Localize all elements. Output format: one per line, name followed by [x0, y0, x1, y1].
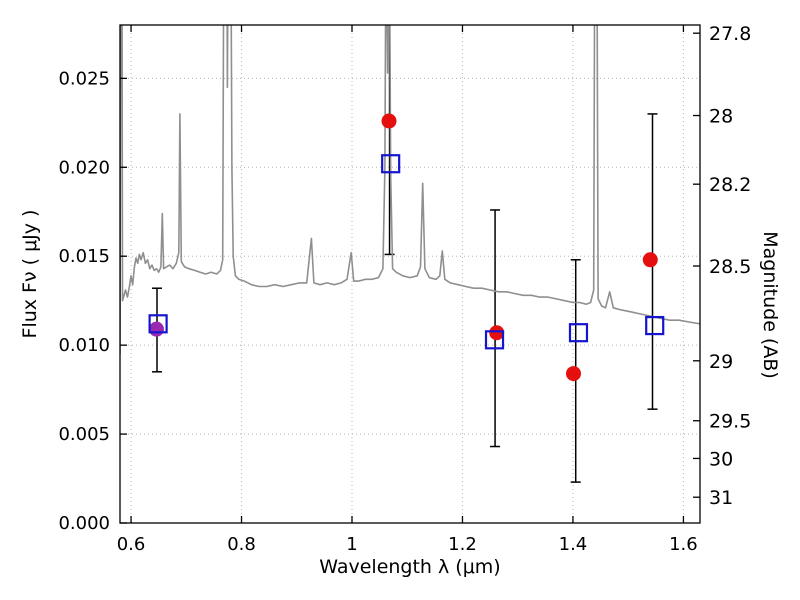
y-right-tick-label: 28.5	[709, 256, 751, 278]
y-left-tick-label: 0.000	[58, 513, 110, 534]
tick-labels: 0.6 0.8 1 1.2 1.4 1.6 0.000 0.005 0.010 0.015 0.02…	[58, 23, 751, 555]
x-tick-label: 1.6	[669, 534, 698, 555]
x-tick-label: 0.8	[227, 534, 256, 555]
y-left-tick-label: 0.020	[58, 157, 110, 178]
y-right-tick-label: 27.8	[709, 23, 751, 45]
model-spectrum-line	[120, 25, 700, 355]
x-tick-label: 0.6	[117, 534, 146, 555]
y-left-tick-label: 0.010	[58, 335, 110, 356]
purple-photometry-point	[148, 321, 164, 337]
y-axis-label-left: Flux Fν ( μJy )	[19, 209, 41, 339]
x-tick-label: 1.4	[559, 534, 588, 555]
x-tick-label: 1	[346, 534, 357, 555]
x-tick-label: 1.2	[448, 534, 477, 555]
red-photometry-points	[381, 113, 658, 382]
y-axis-label-right: Magnitude (AB)	[759, 231, 781, 379]
y-left-tick-label: 0.015	[58, 246, 110, 267]
y-left-tick-label: 0.025	[58, 68, 110, 89]
y-right-tick-label: 31	[709, 487, 733, 509]
y-left-tick-label: 0.005	[58, 424, 110, 445]
blue-square-photometry-points	[148, 154, 665, 350]
y-right-tick-label: 29.5	[709, 411, 751, 433]
y-right-tick-label: 28.2	[709, 174, 751, 196]
plot-frame	[119, 24, 701, 524]
axis-ticks	[120, 25, 700, 524]
y-right-tick-label: 30	[709, 448, 733, 470]
y-right-tick-label: 29	[709, 351, 733, 373]
x-axis-label: Wavelength λ (μm)	[319, 556, 501, 578]
y-right-tick-label: 28	[709, 106, 733, 128]
